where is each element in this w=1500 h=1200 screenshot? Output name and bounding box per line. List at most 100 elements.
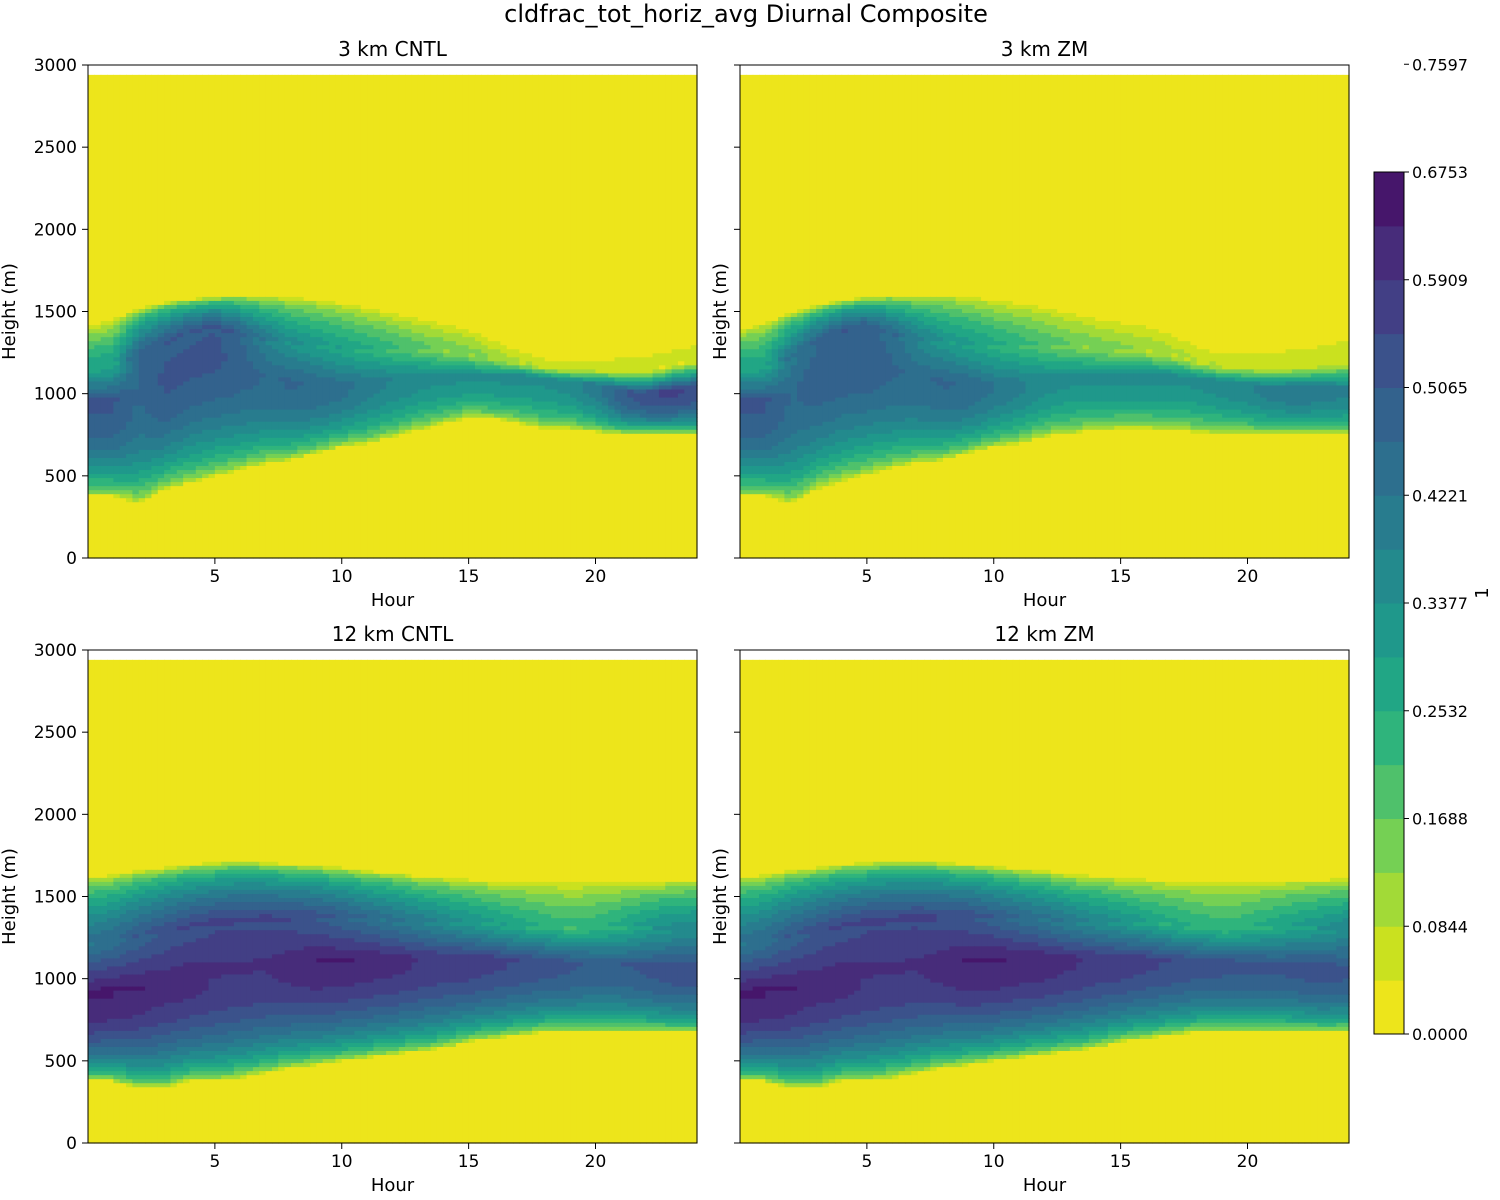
contour-cell: [360, 901, 368, 911]
contour-cell: [765, 360, 773, 366]
contour-cell: [322, 449, 330, 559]
contour-cell: [417, 324, 425, 334]
contour-cell: [348, 425, 356, 430]
contour-cell: [436, 425, 444, 559]
contour-cell: [373, 328, 381, 338]
contour-cell: [1120, 344, 1128, 350]
contour-cell: [481, 405, 489, 414]
contour-cell: [138, 1086, 146, 1144]
contour-cell: [1019, 308, 1027, 318]
contour-cell: [94, 473, 102, 479]
contour-cell: [329, 957, 336, 963]
contour-cell: [246, 1006, 254, 1019]
contour-cell: [993, 445, 1001, 559]
contour-cell: [164, 308, 172, 314]
contour-cell: [828, 328, 836, 402]
contour-cell: [690, 417, 698, 422]
contour-cell: [119, 973, 127, 987]
contour-cell: [430, 909, 438, 919]
contour-cell: [1203, 376, 1211, 394]
contour-cell: [646, 421, 654, 426]
contour-cell: [513, 384, 520, 398]
contour-cell: [329, 913, 336, 919]
contour-cell: [424, 897, 432, 903]
contour-cell: [132, 1058, 140, 1068]
contour-cell: [100, 969, 108, 979]
contour-cell: [633, 429, 641, 434]
contour-cell: [822, 308, 830, 314]
contour-cell: [1031, 433, 1039, 438]
contour-cell: [291, 889, 298, 898]
contour-cell: [1114, 409, 1122, 414]
contour-cell: [195, 376, 203, 406]
contour-cell: [202, 336, 210, 374]
contour-cell: [1317, 400, 1325, 410]
contour-cell: [360, 1018, 368, 1027]
contour-cell: [227, 324, 235, 330]
contour-cell: [373, 905, 381, 911]
contour-cell: [183, 901, 191, 911]
contour-cell: [227, 1006, 235, 1023]
contour-cell: [367, 889, 375, 898]
contour-cell: [240, 1074, 248, 1080]
contour-cell: [1323, 409, 1331, 418]
contour-cell: [107, 1078, 114, 1144]
contour-cell: [322, 405, 330, 418]
contour-cell: [841, 441, 849, 450]
contour-cell: [803, 340, 811, 370]
contour-cell: [677, 372, 685, 378]
contour-cell: [968, 441, 976, 446]
contour-cell: [1069, 429, 1077, 434]
contour-cell: [816, 425, 824, 438]
contour-cell: [570, 74, 578, 362]
contour-cell: [1234, 368, 1242, 374]
contour-cell: [1025, 437, 1033, 442]
contour-cell: [189, 1046, 197, 1051]
contour-cell: [278, 74, 286, 297]
contour-cell: [955, 409, 963, 422]
contour-cell: [500, 421, 508, 559]
contour-cell: [348, 312, 356, 322]
contour-cell: [1146, 425, 1153, 430]
contour-cell: [310, 300, 317, 305]
contour-cell: [1285, 417, 1293, 422]
contour-cell: [455, 360, 463, 366]
contour-cell: [360, 376, 368, 402]
contour-cell: [765, 457, 773, 466]
contour-cell: [252, 1018, 260, 1027]
contour-cell: [386, 352, 394, 358]
contour-cell: [341, 877, 349, 882]
contour-cell: [424, 1042, 432, 1047]
contour-cell: [138, 449, 146, 462]
contour-cell: [94, 659, 102, 878]
contour-cell: [835, 316, 843, 322]
x-tick-label: 15: [458, 567, 480, 587]
contour-cell: [500, 352, 508, 362]
contour-cell: [113, 324, 121, 334]
contour-cell: [968, 445, 976, 450]
contour-cell: [348, 380, 356, 390]
contour-cell: [100, 437, 108, 450]
contour-cell: [639, 376, 647, 382]
contour-cell: [316, 320, 324, 330]
contour-cell: [335, 1058, 343, 1064]
contour-cell: [176, 873, 184, 878]
contour-cell: [278, 1002, 286, 1015]
contour-cell: [291, 877, 298, 882]
contour-cell: [993, 300, 1001, 305]
contour-cell: [208, 1050, 216, 1060]
contour-cell: [113, 396, 121, 402]
contour-cell: [398, 352, 406, 362]
contour-cell: [202, 1050, 210, 1060]
contour-cell: [240, 312, 248, 318]
contour-cell: [816, 328, 824, 334]
contour-cell: [227, 461, 235, 471]
contour-cell: [835, 328, 843, 398]
contour-cell: [132, 340, 140, 350]
contour-cell: [348, 320, 356, 330]
contour-cell: [240, 433, 248, 442]
contour-cell: [1323, 429, 1331, 434]
contour-cell: [1184, 360, 1191, 366]
contour-cell: [481, 360, 489, 366]
contour-cell: [1120, 384, 1128, 402]
